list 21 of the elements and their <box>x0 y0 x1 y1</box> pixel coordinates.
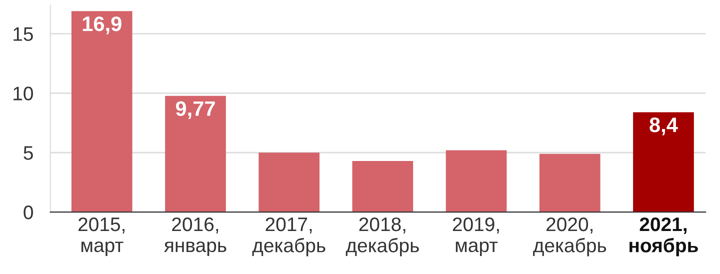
bar <box>633 112 694 212</box>
y-tick-label: 5 <box>24 146 33 160</box>
x-tick-label: 2016, январь <box>164 217 226 256</box>
data-label: 8,4 <box>650 118 678 136</box>
y-tick-label: 0 <box>24 206 33 220</box>
data-label: 16,9 <box>82 16 122 34</box>
data-label: 9,77 <box>176 101 215 119</box>
bar <box>165 96 226 212</box>
y-tick-label: 10 <box>14 86 33 100</box>
bar <box>539 154 600 212</box>
x-tick-label: 2015, март <box>78 217 124 256</box>
x-tick-label: 2018, декабрь <box>346 217 419 256</box>
bar <box>258 152 320 212</box>
x-tick-label: 2021, ноябрь <box>630 217 698 256</box>
y-tick-label: 15 <box>14 27 33 41</box>
x-tick-label: 2017, декабрь <box>252 217 326 256</box>
x-tick-label: 2020, декабрь <box>533 217 606 256</box>
bar <box>446 150 507 212</box>
bar <box>352 160 414 212</box>
bar <box>71 11 132 212</box>
x-tick-label: 2019, март <box>452 217 499 256</box>
